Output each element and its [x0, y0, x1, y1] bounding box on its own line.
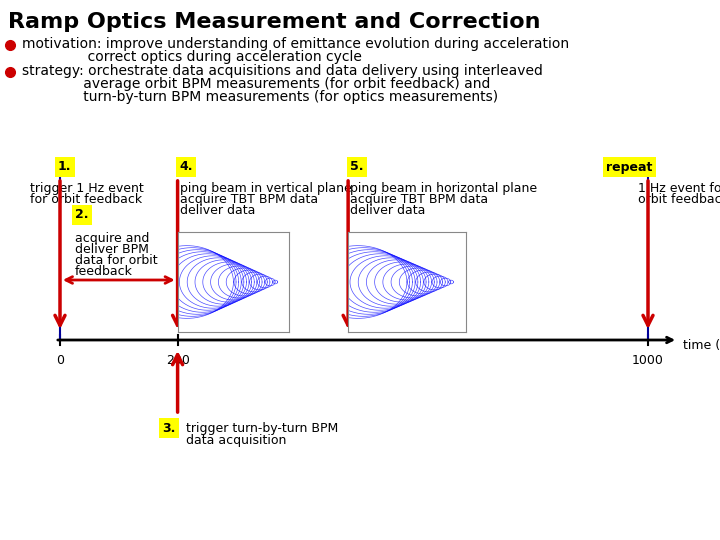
Text: time (ms): time (ms) — [683, 340, 720, 353]
Text: orbit feedback: orbit feedback — [638, 193, 720, 206]
Text: deliver BPM: deliver BPM — [75, 243, 149, 256]
Text: acquire TBT BPM data: acquire TBT BPM data — [350, 193, 488, 206]
Text: acquire and: acquire and — [75, 232, 149, 245]
Text: trigger turn-by-turn BPM: trigger turn-by-turn BPM — [186, 422, 338, 435]
Text: 0: 0 — [56, 354, 64, 367]
Text: 1 Hz event for: 1 Hz event for — [638, 182, 720, 195]
Text: strategy: orchestrate data acquisitions and data delivery using interleaved: strategy: orchestrate data acquisitions … — [22, 64, 543, 78]
Text: 3.: 3. — [163, 422, 176, 435]
Text: for orbit feedback: for orbit feedback — [30, 193, 142, 206]
Text: trigger 1 Hz event: trigger 1 Hz event — [30, 182, 144, 195]
Text: 2.: 2. — [75, 208, 89, 221]
Text: correct optics during acceleration cycle: correct optics during acceleration cycle — [22, 50, 362, 64]
Text: data for orbit: data for orbit — [75, 254, 158, 267]
Text: feedback: feedback — [75, 265, 133, 278]
Text: Ramp Optics Measurement and Correction: Ramp Optics Measurement and Correction — [8, 12, 541, 32]
Text: data acquisition: data acquisition — [186, 434, 286, 447]
Text: 200: 200 — [166, 354, 189, 367]
Text: 5.: 5. — [350, 160, 364, 173]
Text: deliver data: deliver data — [350, 204, 426, 217]
Text: ping beam in vertical plane: ping beam in vertical plane — [179, 182, 351, 195]
Text: deliver data: deliver data — [179, 204, 255, 217]
Text: 1000: 1000 — [632, 354, 664, 367]
Text: average orbit BPM measurements (for orbit feedback) and: average orbit BPM measurements (for orbi… — [22, 77, 490, 91]
Text: repeat: repeat — [606, 160, 652, 173]
Text: motivation: improve understanding of emittance evolution during acceleration: motivation: improve understanding of emi… — [22, 37, 569, 51]
Text: 4.: 4. — [179, 160, 193, 173]
Text: 1.: 1. — [58, 160, 71, 173]
Text: ping beam in horizontal plane: ping beam in horizontal plane — [350, 182, 537, 195]
Text: turn-by-turn BPM measurements (for optics measurements): turn-by-turn BPM measurements (for optic… — [22, 90, 498, 104]
Text: acquire TBT BPM data: acquire TBT BPM data — [179, 193, 318, 206]
